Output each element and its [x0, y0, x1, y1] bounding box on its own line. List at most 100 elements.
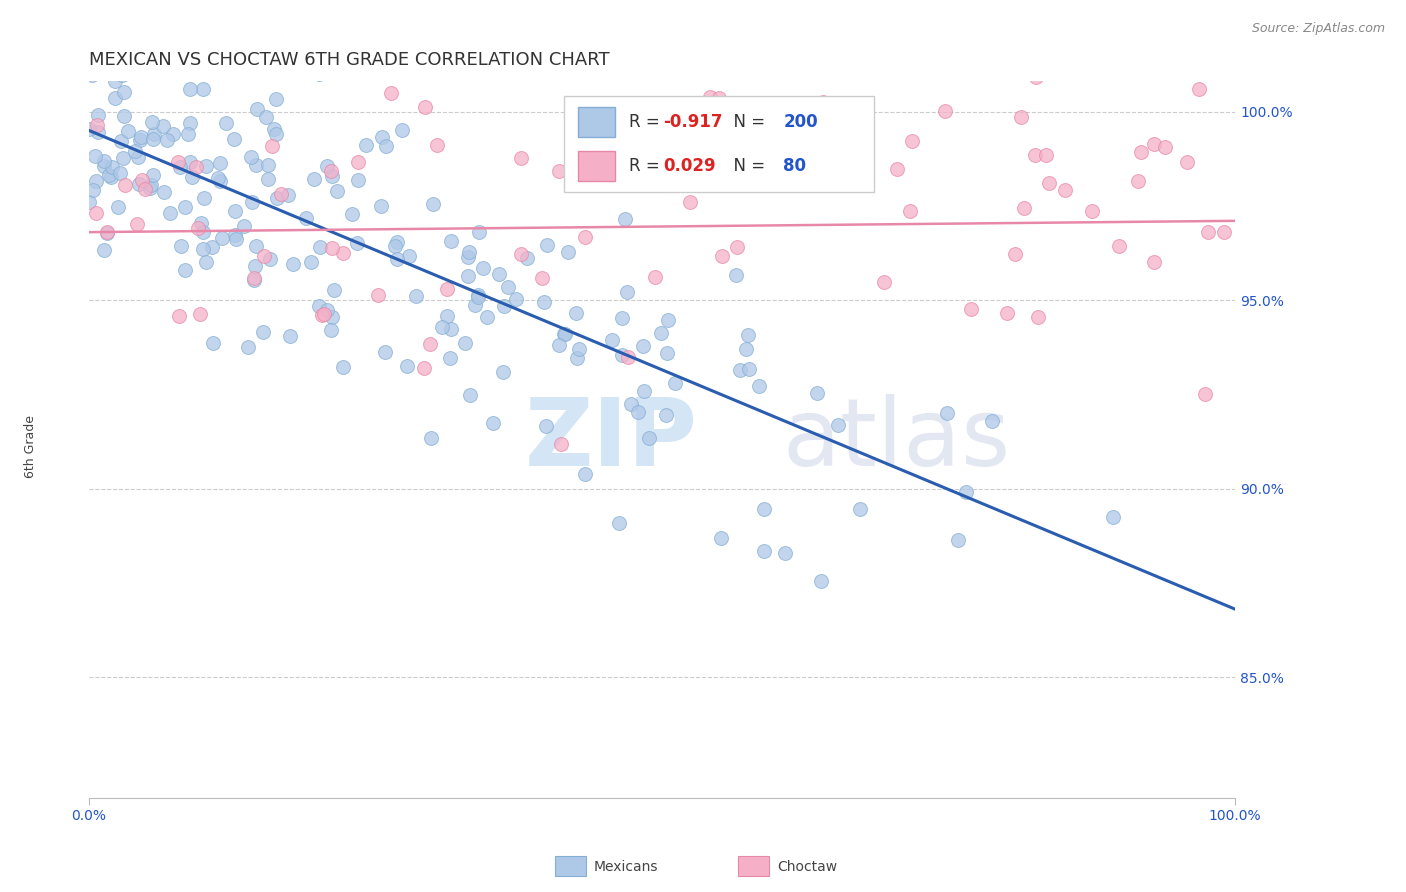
Point [607, 516, 630, 531]
Point [159, 205, 181, 219]
Point [128, 178, 150, 192]
Point [439, 351, 461, 366]
Point [574, 467, 596, 481]
Point [332, 360, 354, 375]
Point [169, 310, 191, 324]
Point [240, 194, 263, 209]
Point [253, 249, 276, 263]
Point [173, 262, 195, 277]
Point [806, 386, 828, 401]
Point [901, 134, 924, 148]
Point [1143, 254, 1166, 268]
Point [1004, 247, 1026, 261]
Point [96, 226, 118, 240]
Point [125, 217, 148, 231]
Point [436, 309, 458, 323]
Point [413, 100, 436, 114]
Point [243, 259, 266, 273]
Point [510, 246, 533, 260]
Point [1025, 70, 1047, 84]
Point [179, 81, 201, 95]
Point [738, 362, 761, 376]
Text: R =: R = [628, 112, 665, 131]
Point [321, 164, 343, 178]
Point [108, 33, 131, 47]
Point [322, 283, 344, 297]
Point [112, 85, 135, 99]
Point [77, 122, 100, 136]
Point [195, 254, 218, 268]
Point [724, 268, 747, 282]
Point [117, 124, 139, 138]
Point [100, 169, 122, 184]
Point [553, 326, 575, 341]
Point [118, 15, 141, 29]
Point [101, 160, 124, 174]
Point [387, 235, 409, 249]
Point [492, 299, 515, 313]
Point [426, 138, 449, 153]
Point [1188, 82, 1211, 96]
Point [568, 343, 591, 357]
Point [1175, 155, 1198, 169]
Point [811, 95, 834, 109]
Point [114, 178, 136, 193]
Point [725, 240, 748, 254]
Point [142, 168, 165, 182]
Point [134, 182, 156, 196]
Point [613, 211, 636, 226]
Text: Source: ZipAtlas.com: Source: ZipAtlas.com [1251, 22, 1385, 36]
Point [657, 313, 679, 327]
Point [191, 242, 214, 256]
Point [396, 359, 419, 374]
Point [257, 172, 280, 186]
Point [188, 307, 211, 321]
Point [664, 376, 686, 390]
Point [737, 327, 759, 342]
Point [77, 40, 100, 54]
Point [412, 361, 434, 376]
Point [142, 132, 165, 146]
Point [179, 116, 201, 130]
Text: Choctaw: Choctaw [778, 860, 838, 874]
Point [813, 172, 835, 186]
Point [177, 127, 200, 141]
Point [190, 216, 212, 230]
Point [111, 68, 134, 82]
Point [181, 169, 204, 184]
Point [457, 250, 479, 264]
Point [96, 225, 118, 239]
Text: 200: 200 [783, 112, 818, 131]
Point [707, 91, 730, 105]
Point [1194, 387, 1216, 401]
Point [564, 306, 586, 320]
Point [612, 348, 634, 362]
Point [347, 172, 370, 186]
Point [626, 405, 648, 419]
Point [207, 170, 229, 185]
Point [1108, 239, 1130, 253]
Point [122, 58, 145, 72]
Point [510, 151, 533, 165]
Point [139, 181, 162, 195]
Point [752, 543, 775, 558]
Point [391, 122, 413, 136]
Point [531, 271, 554, 285]
Point [259, 252, 281, 267]
Text: R =: R = [628, 157, 665, 175]
Point [371, 129, 394, 144]
Point [191, 226, 214, 240]
Point [142, 127, 165, 141]
Point [567, 351, 589, 365]
Point [807, 121, 830, 136]
Point [454, 336, 477, 351]
Point [370, 199, 392, 213]
Point [557, 245, 579, 260]
Point [817, 102, 839, 116]
Point [1128, 174, 1150, 188]
Point [710, 249, 733, 263]
Point [93, 154, 115, 169]
Point [280, 329, 302, 343]
Point [886, 161, 908, 176]
Point [93, 243, 115, 257]
